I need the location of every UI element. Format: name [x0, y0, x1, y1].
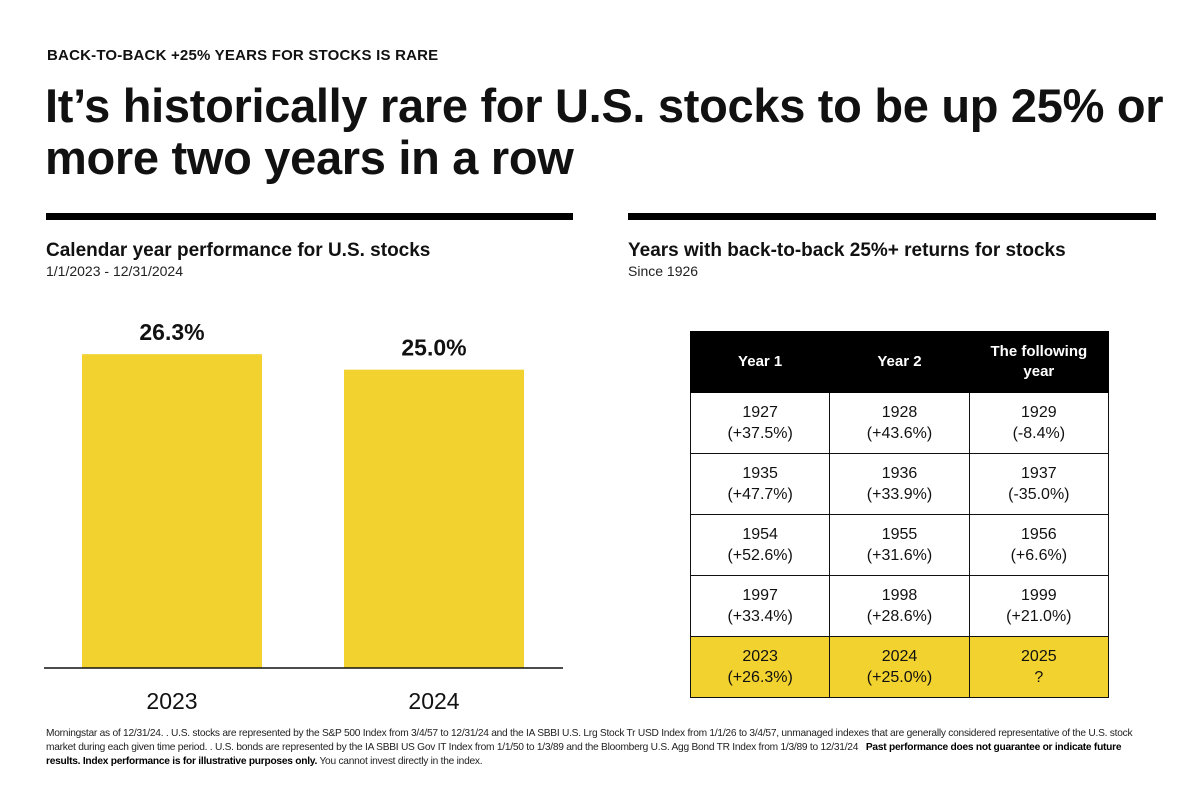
- cell-year: 1954: [742, 526, 778, 543]
- table-title: Years with back-to-back 25%+ returns for…: [628, 240, 1066, 261]
- column-header-year-2: Year 2: [829, 331, 970, 393]
- x-tick-label: 2024: [408, 688, 459, 714]
- table-cell: 1955 (+31.6%): [829, 514, 970, 576]
- eyebrow-label: BACK-TO-BACK +25% YEARS FOR STOCKS IS RA…: [47, 47, 439, 64]
- table-cell: 2025?: [968, 636, 1110, 698]
- table-cell: 1956 (+6.6%): [968, 514, 1110, 576]
- cell-year: 1935: [742, 465, 778, 482]
- table-row: 1935 (+47.7%) 1936 (+33.9%) 1937 (-35.0%): [689, 453, 1110, 515]
- table-header-row: Year 1 Year 2 The following year: [689, 331, 1110, 393]
- back-to-back-years-table: Year 1 Year 2 The following year 1927 (+3…: [689, 331, 1110, 698]
- cell-return: (+28.6%): [866, 608, 933, 625]
- cell-return: (+33.4%): [727, 608, 793, 625]
- table-row: 1997 (+33.4%) 1998 (+28.6%) 1999 (+21.0%): [689, 575, 1110, 637]
- bar-value-label: 26.3%: [139, 319, 204, 345]
- cell-year: 2023: [742, 648, 778, 665]
- x-tick-label: 2023: [146, 688, 197, 714]
- table-cell: 2024 (+25.0%): [829, 636, 970, 698]
- cell-year: 1998: [881, 587, 918, 604]
- cell-year: 1999: [1021, 587, 1057, 604]
- bar-chart-title: Calendar year performance for U.S. stock…: [46, 240, 431, 261]
- cell-return: (+25.0%): [866, 669, 933, 686]
- table-cell: 2023 (+26.3%): [689, 636, 831, 698]
- cell-return: (+47.7%): [727, 486, 793, 503]
- cell-return: (+37.5%): [727, 425, 793, 442]
- column-header-following-year: The following year: [968, 331, 1110, 393]
- table-cell: 1936 (+33.9%): [829, 453, 970, 515]
- table-cell: 1954 (+52.6%): [689, 514, 831, 576]
- cell-return: ?: [1034, 669, 1044, 686]
- cell-return: (-8.4%): [1012, 425, 1066, 442]
- table-row: 2023 (+26.3%) 2024 (+25.0%) 2025?: [689, 636, 1110, 698]
- cell-year: 1928: [881, 404, 918, 421]
- footnote-text: Morningstar as of 12/31/24. . U.S. stock…: [46, 728, 1133, 753]
- cell-year: 1955: [881, 526, 918, 543]
- cell-return: (-35.0%): [1008, 486, 1070, 503]
- cell-return: (+26.3%): [727, 669, 793, 686]
- cell-return: (+52.6%): [727, 547, 793, 564]
- table-cell: 1999 (+21.0%): [968, 575, 1110, 637]
- table-cell: 1998 (+28.6%): [829, 575, 970, 637]
- table-cell: 1935 (+47.7%): [689, 453, 831, 515]
- bar-value-label: 25.0%: [401, 335, 466, 361]
- cell-return: (+33.9%): [866, 486, 933, 503]
- cell-year: 1927: [742, 404, 778, 421]
- bar-chart-subtitle: 1/1/2023 - 12/31/2024: [46, 263, 184, 279]
- cell-year: 2025: [1021, 648, 1057, 665]
- table-row: 1954 (+52.6%) 1955 (+31.6%) 1956 (+6.6%): [689, 514, 1110, 576]
- bar-2023: [82, 354, 262, 668]
- cell-year: 1936: [881, 465, 918, 482]
- table-cell: 1937 (-35.0%): [968, 453, 1110, 515]
- right-divider: [628, 213, 1156, 220]
- cell-return: (+43.6%): [866, 425, 933, 442]
- left-divider: [46, 213, 573, 220]
- cell-return: (+21.0%): [1006, 608, 1072, 625]
- cell-return: (+31.6%): [866, 547, 933, 564]
- cell-year: 1929: [1021, 404, 1057, 421]
- table-subtitle: Since 1926: [628, 263, 699, 279]
- table-cell: 1929 (-8.4%): [968, 392, 1110, 454]
- footnote-tail: You cannot invest directly in the index.: [319, 756, 483, 767]
- cell-year: 1937: [1021, 465, 1057, 482]
- footnote: Morningstar as of 12/31/24. . U.S. stock…: [46, 727, 1158, 769]
- bar-chart: 26.3% 2023 25.0% 2024: [44, 319, 563, 714]
- footnote-disclaimer: Past performance does not guarantee or i…: [46, 742, 1122, 767]
- cell-year: 2024: [881, 648, 918, 665]
- cell-year: 1956: [1021, 526, 1057, 543]
- cell-year: 1997: [742, 587, 778, 604]
- page-headline: It’s historically rare for U.S. stocks t…: [45, 79, 1164, 184]
- cell-return: (+6.6%): [1010, 547, 1068, 564]
- bar-2024: [344, 369, 524, 668]
- table-cell: 1997 (+33.4%): [689, 575, 831, 637]
- table-row: 1927 (+37.5%) 1928 (+43.6%) 1929 (-8.4%): [689, 392, 1110, 454]
- table-cell: 1928 (+43.6%): [829, 392, 970, 454]
- table-cell: 1927 (+37.5%): [689, 392, 831, 454]
- column-header-year-1: Year 1: [689, 331, 831, 393]
